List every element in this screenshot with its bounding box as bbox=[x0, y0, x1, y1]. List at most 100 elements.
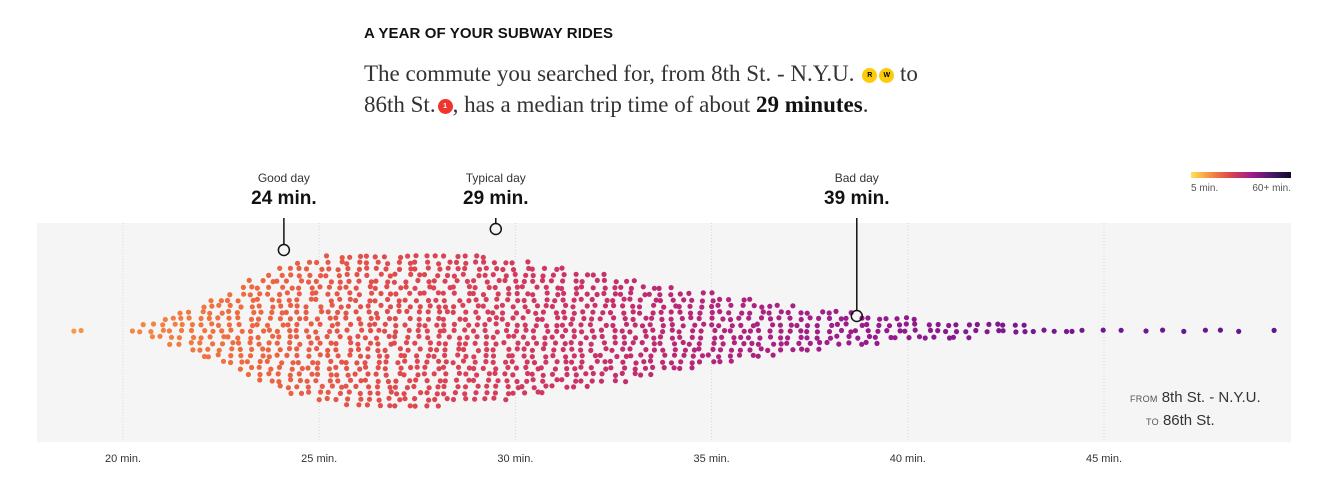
ride-dot bbox=[642, 292, 648, 298]
ride-dot bbox=[669, 322, 675, 328]
x-tick-label: 20 min. bbox=[104, 453, 142, 465]
ride-dot bbox=[317, 321, 323, 327]
ride-dot bbox=[377, 403, 383, 409]
ride-dot bbox=[859, 341, 865, 347]
ride-dot bbox=[571, 297, 577, 303]
ride-dot bbox=[318, 273, 324, 279]
ride-dot bbox=[480, 365, 486, 371]
ride-dot bbox=[865, 328, 871, 334]
ride-dot bbox=[398, 365, 404, 371]
ride-dot bbox=[437, 309, 443, 315]
ride-dot bbox=[499, 316, 505, 322]
ride-dot bbox=[598, 327, 605, 333]
ride-dot bbox=[328, 279, 334, 285]
ride-dot bbox=[294, 309, 300, 315]
ride-dot bbox=[568, 340, 574, 346]
ride-dot bbox=[427, 346, 434, 353]
ride-dot bbox=[326, 366, 332, 372]
ride-dot bbox=[543, 359, 549, 365]
ride-dot bbox=[415, 372, 421, 378]
ride-dot bbox=[305, 384, 311, 390]
ride-dot bbox=[505, 384, 511, 390]
headline-part2: to bbox=[900, 61, 918, 86]
ride-dot bbox=[486, 371, 492, 377]
ride-dot bbox=[814, 329, 821, 335]
ride-dot bbox=[1202, 327, 1208, 333]
ride-dot bbox=[287, 372, 293, 378]
ride-dot bbox=[486, 316, 492, 323]
ride-dot bbox=[609, 347, 615, 353]
ride-dot bbox=[190, 334, 197, 341]
ride-dot bbox=[274, 278, 280, 284]
ride-dot bbox=[511, 333, 517, 339]
ride-dot bbox=[776, 315, 782, 321]
ride-dot bbox=[274, 352, 280, 358]
ride-dot bbox=[602, 303, 609, 309]
ride-dot bbox=[364, 402, 370, 408]
ride-dot bbox=[424, 403, 430, 409]
ride-dot bbox=[270, 333, 276, 339]
ride-dot bbox=[848, 329, 854, 335]
ride-dot bbox=[216, 302, 222, 308]
ride-dot bbox=[510, 304, 516, 310]
ride-dot bbox=[167, 341, 173, 347]
ride-dot bbox=[1030, 328, 1036, 335]
ride-dot bbox=[480, 254, 486, 260]
ride-dot bbox=[594, 358, 600, 364]
ride-dot bbox=[166, 328, 172, 334]
ride-dot bbox=[436, 340, 442, 347]
ride-dot bbox=[709, 290, 715, 296]
ride-dot bbox=[750, 352, 756, 358]
ride-dot bbox=[798, 328, 804, 334]
ride-dot bbox=[382, 321, 388, 327]
ride-dot bbox=[417, 304, 423, 310]
ride-dot bbox=[437, 266, 443, 272]
ride-dot bbox=[826, 310, 832, 316]
ride-dot bbox=[690, 353, 696, 359]
ride-dot bbox=[698, 328, 704, 334]
ride-dot bbox=[455, 384, 461, 390]
ride-dot bbox=[464, 278, 470, 284]
ride-dot bbox=[630, 303, 636, 309]
ride-dot bbox=[903, 315, 910, 321]
ride-dot bbox=[974, 321, 980, 328]
ride-dot bbox=[384, 353, 390, 359]
ride-dot bbox=[767, 328, 773, 334]
ride-dot bbox=[260, 346, 266, 352]
ride-dot bbox=[277, 347, 283, 353]
ride-dot bbox=[630, 309, 636, 315]
ride-dot bbox=[358, 304, 364, 310]
ride-dot bbox=[676, 304, 682, 310]
ride-dot bbox=[630, 340, 636, 346]
ride-dot bbox=[506, 333, 512, 339]
ride-dot bbox=[348, 347, 354, 353]
ride-dot bbox=[1022, 329, 1028, 335]
ride-dot bbox=[627, 329, 633, 335]
ride-dot bbox=[412, 266, 418, 272]
ride-dot bbox=[573, 372, 579, 378]
ride-dot bbox=[594, 277, 600, 283]
ride-dot bbox=[610, 322, 616, 329]
ride-dot bbox=[953, 322, 959, 328]
ride-dot bbox=[816, 315, 822, 321]
1-train-bullet-icon: 1 bbox=[437, 99, 453, 114]
ride-dot bbox=[369, 290, 375, 296]
ride-dot bbox=[276, 364, 283, 370]
ride-dot bbox=[375, 341, 381, 347]
ride-dot bbox=[642, 365, 649, 371]
ride-dot bbox=[677, 365, 683, 371]
ride-dot bbox=[463, 396, 469, 402]
ride-dot bbox=[205, 354, 211, 360]
ride-dot bbox=[308, 340, 314, 346]
ride-dot bbox=[206, 315, 212, 321]
ride-dot bbox=[405, 334, 411, 340]
ride-dot bbox=[521, 297, 527, 304]
ride-dot bbox=[297, 377, 303, 384]
ride-dot bbox=[353, 285, 359, 291]
ride-dot bbox=[612, 328, 618, 334]
ride-dot bbox=[249, 323, 256, 329]
ride-dot bbox=[788, 322, 794, 328]
ride-dot bbox=[1181, 328, 1187, 334]
ride-dot bbox=[628, 285, 635, 291]
ride-dot bbox=[176, 335, 182, 341]
